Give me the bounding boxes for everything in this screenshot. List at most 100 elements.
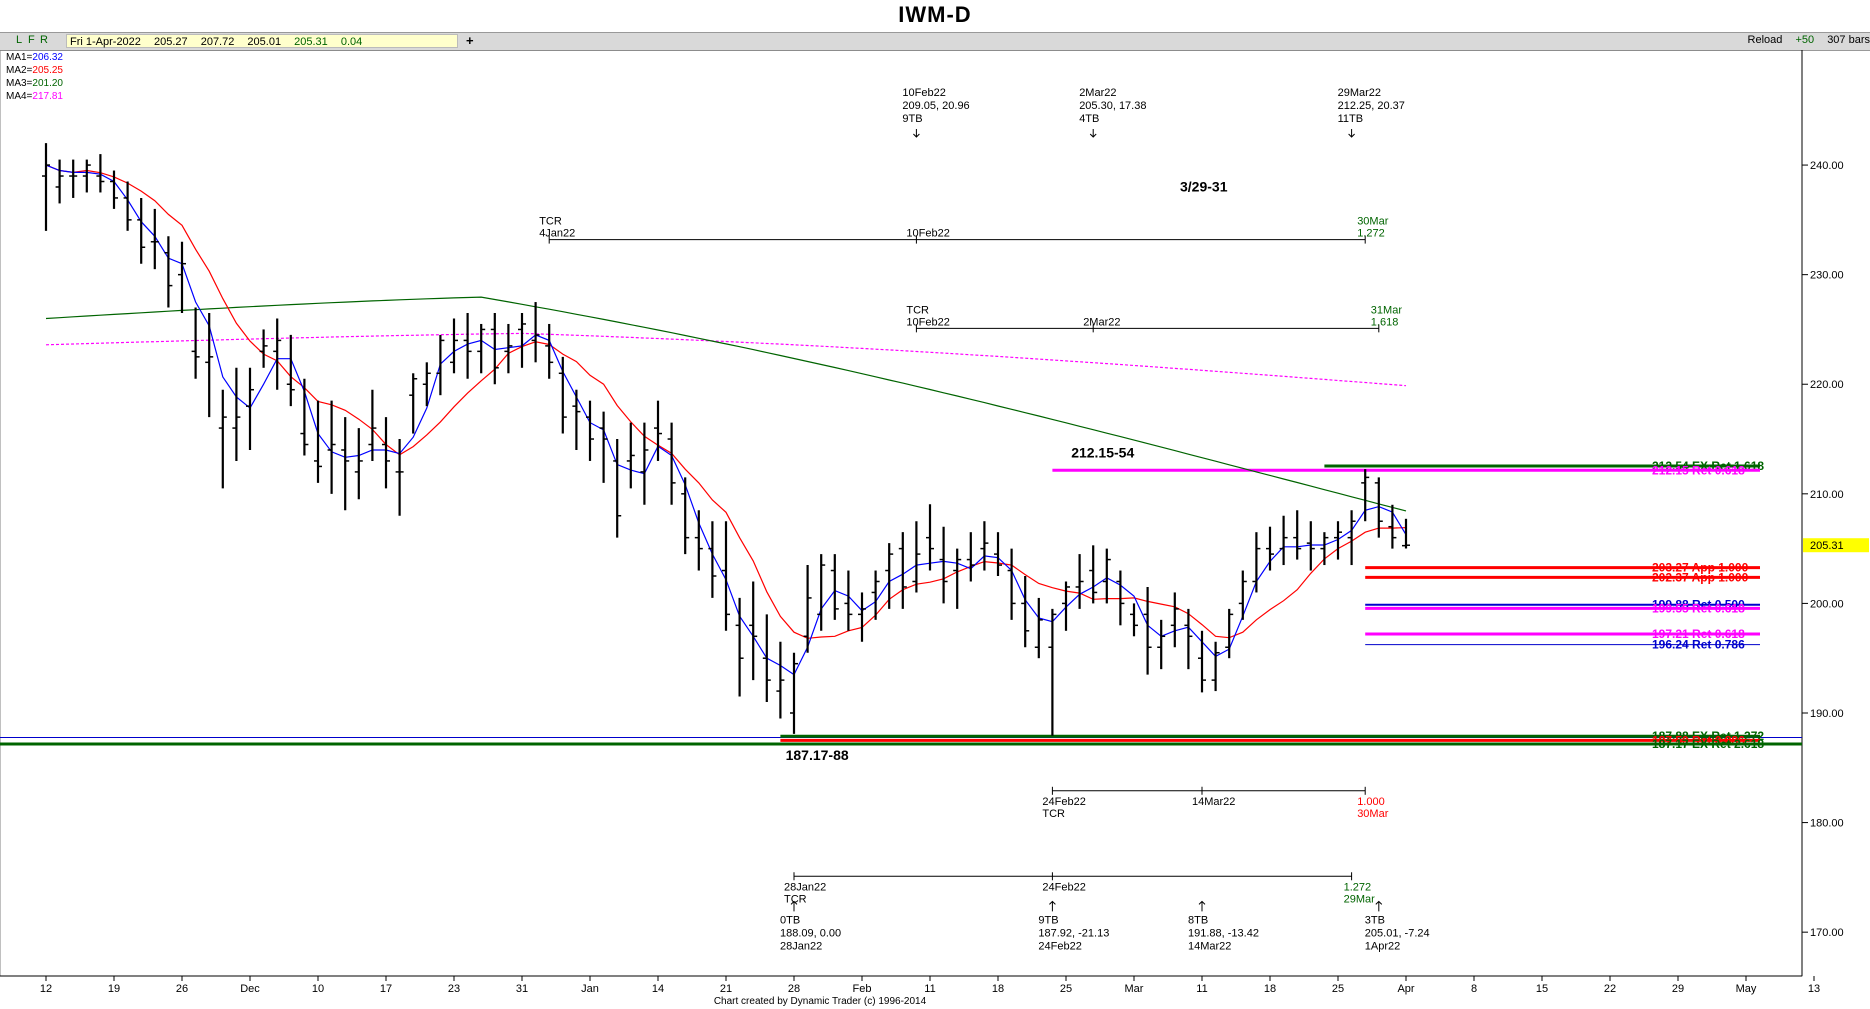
price-bar — [518, 313, 526, 368]
x-tick-label: 22 — [1604, 983, 1616, 995]
bar-open: 205.27 — [153, 36, 188, 48]
x-tick-label: 8 — [1471, 983, 1477, 995]
arrow-up-icon — [790, 900, 798, 912]
price-bar — [939, 526, 948, 604]
price-bar — [1252, 532, 1261, 593]
pivot-text: 28Jan22 — [780, 940, 822, 952]
level-label: 203.27 App 1.000 — [1652, 561, 1749, 575]
projection-left-text: TCR — [1042, 808, 1065, 820]
price-bar — [1048, 608, 1057, 736]
projection-right-text: 29Mar — [1344, 893, 1376, 905]
price-bar — [790, 652, 798, 734]
fib-button[interactable]: F — [28, 34, 35, 46]
plus-button[interactable]: + — [466, 33, 474, 48]
projection-right-text: 1.272 — [1357, 228, 1385, 240]
price-bar — [558, 356, 567, 434]
price-bar — [69, 159, 78, 198]
footer-credit: Chart created by Dynamic Trader (c) 1996… — [713, 996, 927, 1007]
price-bar — [926, 504, 934, 571]
price-bar — [572, 389, 581, 450]
pivot-text: 4TB — [1079, 113, 1099, 125]
x-tick-label: 28 — [788, 983, 800, 995]
price-bar — [1347, 510, 1356, 566]
zone-label: 212.15-54 — [1071, 445, 1134, 461]
price-bar — [55, 159, 64, 204]
pivot-text: 11TB — [1338, 113, 1363, 125]
price-bar — [395, 439, 404, 516]
reload-button[interactable]: Reload — [1747, 34, 1783, 46]
pivot-text: 9TB — [1038, 914, 1058, 926]
y-tick-label: 210.00 — [1810, 489, 1844, 501]
x-tick-label: 25 — [1332, 983, 1344, 995]
x-tick-label: 12 — [40, 983, 52, 995]
zone-label: 187.17-88 — [786, 747, 849, 763]
price-bar — [980, 521, 989, 571]
price-bar — [749, 581, 758, 681]
projection-mid-text: 14Mar22 — [1192, 796, 1235, 808]
price-bar — [164, 236, 173, 308]
price-bar — [82, 159, 91, 193]
plus50-button[interactable]: +50 — [1795, 34, 1815, 46]
projection-right-text: 1.000 — [1357, 796, 1385, 808]
x-tick-label: Apr — [1397, 983, 1414, 995]
price-bar — [613, 439, 622, 538]
pivot-text: 0TB — [780, 914, 800, 926]
price-bar — [1402, 518, 1410, 549]
x-tick-label: 10 — [312, 983, 324, 995]
price-bar — [477, 323, 486, 374]
price-bar — [966, 532, 975, 582]
price-bar — [858, 592, 866, 642]
x-tick-label: 14 — [652, 983, 664, 995]
y-tick-label: 200.00 — [1810, 598, 1844, 610]
price-bar — [150, 208, 159, 270]
ma2-line — [45, 164, 1407, 639]
pivot-text: 29Mar22 — [1338, 87, 1381, 99]
level-label: 187.17 EX Ret 2.618 — [1652, 737, 1764, 751]
bar-change: 0.04 — [340, 36, 363, 48]
pivot-text: 205.01, -7.24 — [1365, 927, 1430, 939]
arrow-up-icon — [1198, 900, 1206, 912]
y-tick-label: 190.00 — [1810, 708, 1844, 720]
log-button[interactable]: L — [16, 34, 23, 46]
price-bar — [1102, 548, 1111, 604]
x-tick-label: Dec — [240, 983, 260, 995]
x-tick-label: 25 — [1060, 983, 1072, 995]
price-bar — [762, 614, 771, 703]
price-bar — [382, 417, 390, 489]
projection-mid-text: 10Feb22 — [906, 228, 949, 240]
last-price-box — [1803, 538, 1869, 553]
projection-right-text: 31Mar — [1371, 304, 1403, 316]
pivot-text: 212.25, 20.37 — [1338, 100, 1405, 112]
price-bar — [314, 400, 322, 483]
price-bar — [830, 554, 839, 620]
price-bar — [490, 313, 499, 385]
price-bar — [1334, 521, 1342, 560]
plot-frame — [0, 50, 1803, 977]
price-bar — [259, 329, 268, 368]
pivot-text: 187.92, -21.13 — [1038, 927, 1109, 939]
price-bar — [640, 422, 649, 505]
bar-high: 207.72 — [200, 36, 235, 48]
last-price-label: 205.31 — [1810, 540, 1844, 552]
price-bar — [123, 181, 132, 231]
price-bar — [1374, 477, 1383, 538]
reset-button[interactable]: R — [40, 34, 48, 46]
projection-left-text: TCR — [784, 893, 807, 905]
bar-close: 205.31 — [294, 36, 328, 48]
price-bar — [586, 400, 594, 461]
y-tick-label: 170.00 — [1810, 927, 1844, 939]
level-label: 212.15 Ret 0.618 — [1652, 463, 1745, 477]
projection-left-text: TCR — [906, 304, 929, 316]
arrow-down-icon — [1348, 129, 1355, 138]
price-bar — [1170, 592, 1179, 648]
x-tick-label: 13 — [1808, 983, 1820, 995]
level-label: 196.24 Ret 0.786 — [1652, 638, 1745, 652]
ohlc-readout: Fri 1-Apr-2022 205.27 207.72 205.01 205.… — [66, 34, 458, 48]
arrow-up-icon — [1375, 900, 1383, 912]
price-bar — [137, 197, 146, 264]
level-label: 197.21 Ret 0.618 — [1652, 627, 1745, 641]
chart-title: IWM-D — [898, 2, 972, 27]
bar-date: Fri 1-Apr-2022 — [70, 36, 141, 48]
